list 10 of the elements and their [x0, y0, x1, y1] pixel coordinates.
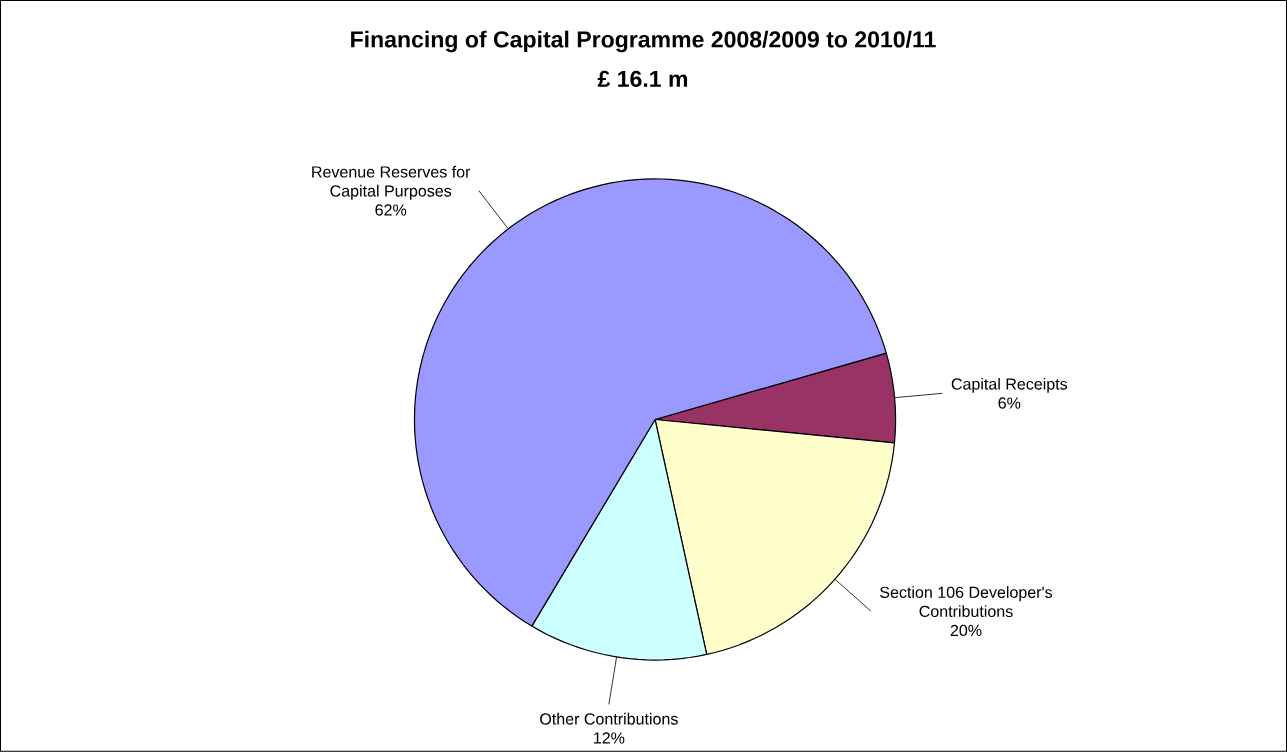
slice-label: Other Contributions [540, 712, 678, 725]
slice-label: Capital Receipts [951, 378, 1068, 393]
chart-subtitle: £ 16.1 m [597, 70, 688, 88]
data-label: 62% [375, 204, 407, 216]
chart-title: Financing of Capital Programme 2008/2009 to 2010/11 [351, 30, 936, 53]
data-label: 20% [950, 624, 982, 637]
slice-label: Revenue Reserves for Capital Purposes [312, 165, 471, 200]
data-label: 12% [594, 732, 625, 744]
data-label: 6% [998, 397, 1021, 409]
slice-label: Section 106 Developer's Contributions [880, 586, 1053, 618]
